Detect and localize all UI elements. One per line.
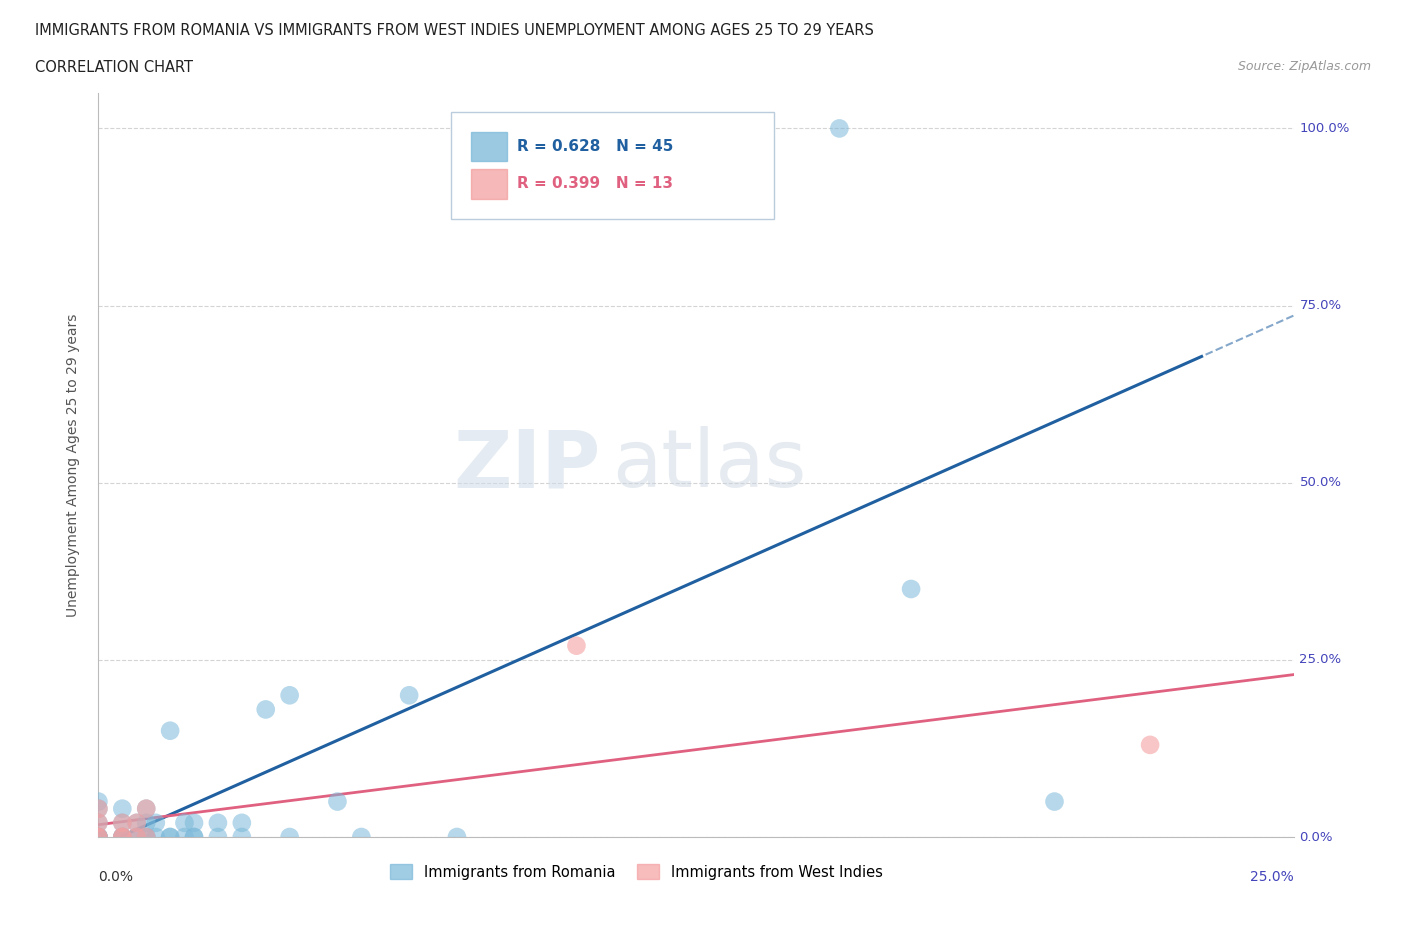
Point (125, 816, 148, 830)
Point (446, 830, 468, 844)
Point (135, 802, 157, 817)
Bar (471, 132, 508, 162)
Point (183, 830, 205, 844)
Point (159, 724, 181, 738)
Point (87, 802, 110, 817)
Point (207, 830, 229, 844)
Point (350, 830, 373, 844)
Point (900, 581, 922, 596)
Text: 50.0%: 50.0% (1299, 476, 1341, 489)
Point (135, 830, 157, 844)
Point (231, 830, 253, 844)
Point (278, 830, 301, 844)
Text: R = 0.399   N = 13: R = 0.399 N = 13 (517, 177, 672, 192)
Point (173, 816, 195, 830)
Point (828, 121, 851, 136)
Y-axis label: Unemployment Among Ages 25 to 29 years: Unemployment Among Ages 25 to 29 years (66, 313, 80, 617)
Point (125, 830, 148, 844)
Point (87, 830, 110, 844)
Point (135, 830, 157, 844)
Point (254, 702, 277, 717)
Point (111, 830, 134, 844)
Text: 25.0%: 25.0% (1299, 654, 1341, 667)
Point (278, 688, 301, 703)
Text: 100.0%: 100.0% (1299, 122, 1350, 135)
Point (125, 830, 148, 844)
Point (183, 830, 205, 844)
Point (111, 830, 134, 844)
Text: 25.0%: 25.0% (1250, 870, 1294, 884)
Point (87, 830, 110, 844)
Point (145, 816, 167, 830)
Point (87, 830, 110, 844)
Point (565, 638, 588, 653)
Point (135, 802, 157, 817)
Text: R = 0.628   N = 45: R = 0.628 N = 45 (517, 140, 673, 154)
Point (231, 816, 253, 830)
Point (111, 816, 134, 830)
Text: 0.0%: 0.0% (98, 870, 134, 884)
Point (1139, 737, 1161, 752)
Point (183, 816, 205, 830)
Point (135, 816, 157, 830)
Point (135, 830, 157, 844)
Point (326, 794, 349, 809)
Point (87, 794, 110, 809)
Text: CORRELATION CHART: CORRELATION CHART (35, 60, 193, 75)
Point (111, 830, 134, 844)
Point (111, 830, 134, 844)
Point (207, 816, 229, 830)
Legend: Immigrants from Romania, Immigrants from West Indies: Immigrants from Romania, Immigrants from… (384, 858, 889, 885)
Point (398, 688, 420, 703)
Point (87, 830, 110, 844)
Point (1043, 794, 1066, 809)
Text: ZIP: ZIP (453, 426, 600, 504)
Bar (471, 169, 508, 199)
Point (87, 830, 110, 844)
Point (159, 830, 181, 844)
Point (111, 830, 134, 844)
Text: IMMIGRANTS FROM ROMANIA VS IMMIGRANTS FROM WEST INDIES UNEMPLOYMENT AMONG AGES 2: IMMIGRANTS FROM ROMANIA VS IMMIGRANTS FR… (35, 23, 875, 38)
Point (111, 802, 134, 817)
Text: 0.0%: 0.0% (1299, 830, 1333, 844)
Point (173, 830, 195, 844)
Text: 75.0%: 75.0% (1299, 299, 1341, 312)
Point (111, 816, 134, 830)
Point (159, 830, 181, 844)
Point (87, 816, 110, 830)
Text: atlas: atlas (612, 426, 807, 504)
Point (87, 802, 110, 817)
Point (125, 816, 148, 830)
Point (709, 121, 731, 136)
Point (125, 830, 148, 844)
Point (87, 830, 110, 844)
Text: Source: ZipAtlas.com: Source: ZipAtlas.com (1237, 60, 1371, 73)
FancyBboxPatch shape (451, 112, 773, 219)
Point (145, 830, 167, 844)
Point (87, 816, 110, 830)
Point (87, 830, 110, 844)
